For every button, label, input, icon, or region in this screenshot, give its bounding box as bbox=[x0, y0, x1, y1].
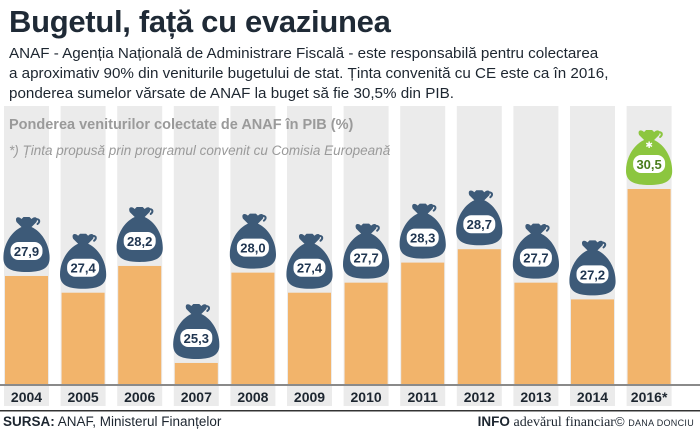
money-bag-icon: 30,5 ✱ bbox=[626, 130, 673, 185]
info-label: INFO bbox=[477, 414, 510, 429]
value-label: 28,0 bbox=[240, 241, 265, 256]
intro-line: ponderea sumelor vărsate de ANAF la buge… bbox=[9, 85, 454, 102]
category-label: 2012 bbox=[464, 389, 495, 405]
chart-title: Ponderea veniturilor colectate de ANAF î… bbox=[9, 117, 353, 133]
value-label-bg bbox=[463, 215, 496, 234]
publisher-credit: INFO adevărul financiar© DANA DONCIU bbox=[478, 414, 694, 431]
bag-tie bbox=[652, 131, 663, 138]
money-bag-icon: 27,4 bbox=[286, 233, 333, 289]
bar bbox=[61, 292, 105, 384]
value-label: 27,2 bbox=[580, 267, 605, 282]
bag-tie bbox=[312, 234, 324, 242]
category-label: 2010 bbox=[351, 389, 382, 405]
bag-tie bbox=[255, 214, 267, 222]
money-bag-icon: 28,3 bbox=[399, 203, 446, 259]
page-title: Bugetul, față cu evaziunea bbox=[9, 4, 391, 39]
value-label-bg bbox=[236, 238, 269, 257]
money-bag-icon: 27,9 bbox=[3, 216, 50, 272]
bar bbox=[401, 262, 445, 384]
money-bag-icon: 27,2 bbox=[569, 240, 616, 296]
money-bag-icon: 28,0 bbox=[229, 213, 276, 269]
value-label: 28,7 bbox=[467, 217, 492, 232]
value-label: 27,7 bbox=[523, 251, 548, 266]
bar bbox=[627, 189, 671, 384]
bar bbox=[571, 299, 614, 384]
value-label-bg bbox=[10, 241, 43, 260]
chart-note: *) Ținta propusă prin programul convenit… bbox=[9, 143, 391, 158]
bag-tie bbox=[595, 241, 607, 249]
value-label-bg bbox=[350, 248, 383, 267]
value-label-bg bbox=[180, 328, 213, 347]
bag-tie bbox=[29, 218, 41, 225]
category-label: 2004 bbox=[11, 389, 42, 405]
bag-tie bbox=[86, 234, 97, 242]
value-label: 27,7 bbox=[353, 251, 378, 266]
value-label-bg bbox=[576, 265, 609, 284]
category-label: 2005 bbox=[68, 389, 99, 405]
bar bbox=[457, 249, 501, 384]
value-label-bg bbox=[67, 258, 100, 277]
source-note: SURSA: ANAF, Ministerul Finanțelor bbox=[3, 414, 221, 429]
source-text: ANAF, Ministerul Finanțelor bbox=[54, 414, 222, 429]
value-label: 27,4 bbox=[70, 261, 96, 276]
value-label: 27,4 bbox=[297, 261, 323, 276]
intro-line: a aproximativ 90% din veniturile bugetul… bbox=[9, 65, 609, 82]
category-label: 2013 bbox=[520, 389, 551, 405]
value-label: 28,2 bbox=[127, 234, 152, 249]
bar bbox=[514, 282, 558, 384]
copyright-mark: © bbox=[614, 414, 625, 429]
bar-chart: 27,9 27,4 28,2 25,3 28,0 27,4 27,7 28,3 28,7 27,7… bbox=[0, 106, 700, 412]
value-label: 27,9 bbox=[14, 244, 39, 259]
bag-tie bbox=[199, 305, 210, 312]
category-label: 2016* bbox=[631, 389, 668, 405]
bar bbox=[344, 282, 388, 384]
money-bag-icon: 28,7 bbox=[456, 190, 503, 246]
money-bag-icon: 27,4 bbox=[60, 233, 107, 289]
footer-rule bbox=[0, 410, 700, 412]
bar bbox=[118, 265, 162, 384]
bag-tie bbox=[425, 204, 437, 212]
value-label-bg bbox=[633, 155, 666, 173]
star-icon: ✱ bbox=[645, 141, 653, 151]
bar bbox=[174, 362, 218, 384]
intro-line: ANAF - Agenția Națională de Administrare… bbox=[9, 45, 599, 62]
money-bag-icon: 28,2 bbox=[116, 206, 163, 262]
money-bag-icon: 25,3 bbox=[173, 303, 220, 359]
author-name: DANA DONCIU bbox=[628, 418, 694, 428]
category-label: 2007 bbox=[181, 389, 212, 405]
bag-tie bbox=[369, 224, 380, 232]
baseline bbox=[0, 384, 700, 386]
value-label: 28,3 bbox=[410, 231, 435, 246]
bar bbox=[231, 272, 275, 384]
category-label: 2011 bbox=[408, 389, 439, 405]
category-label: 2009 bbox=[294, 389, 325, 405]
category-label: 2014 bbox=[577, 389, 608, 405]
bag-tie bbox=[482, 191, 493, 199]
value-label-bg bbox=[293, 258, 326, 277]
value-label: 30,5 bbox=[636, 157, 661, 172]
intro-text: ANAF - Agenția Națională de Administrare… bbox=[9, 44, 699, 104]
bag-tie bbox=[538, 224, 550, 232]
value-label-bg bbox=[519, 248, 552, 267]
money-bag-icon: 27,7 bbox=[343, 223, 390, 279]
category-label: 2006 bbox=[124, 389, 155, 405]
value-label: 25,3 bbox=[184, 331, 209, 346]
bar bbox=[5, 275, 48, 384]
category-label: 2008 bbox=[237, 389, 268, 405]
bag-tie bbox=[142, 208, 154, 215]
money-bag-icon: 27,7 bbox=[512, 223, 559, 279]
source-label: SURSA: bbox=[3, 414, 55, 429]
bar bbox=[288, 292, 331, 384]
brand-name: adevărul financiar bbox=[513, 415, 615, 430]
value-label-bg bbox=[406, 228, 439, 247]
value-label-bg bbox=[123, 231, 156, 250]
